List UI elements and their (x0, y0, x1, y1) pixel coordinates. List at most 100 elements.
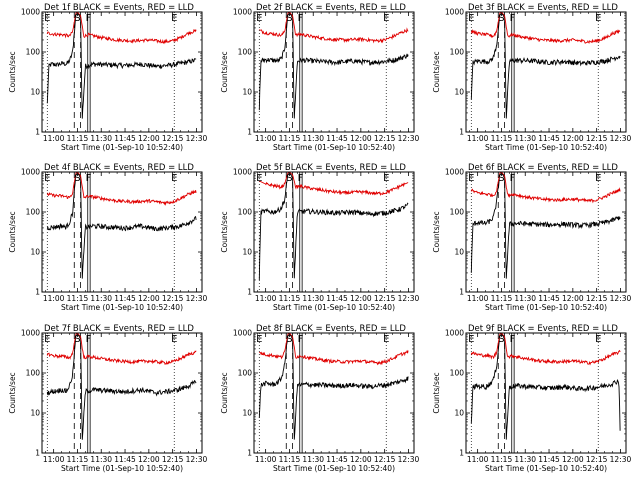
x-tick-label: 12:00 (562, 294, 584, 303)
plot-frame (465, 11, 627, 133)
y-tick-label: 1 (459, 449, 464, 458)
x-tick-label: 11:15 (67, 455, 89, 464)
panel-det-4: Det 4f BLACK = Events, RED = LLD 1 10 100 10… (8, 163, 207, 312)
x-tick-label: 12:15 (374, 455, 396, 464)
y-axis-label: Counts/sec (432, 51, 441, 92)
plot-frame (41, 11, 203, 133)
x-tick-label: 11:30 (302, 455, 324, 464)
y-tick-label: 1 (459, 128, 464, 137)
x-tick-label: 11:45 (538, 134, 560, 143)
events-series-line (46, 333, 197, 440)
x-tick-label: 12:15 (374, 294, 396, 303)
x-tick-label: 12:00 (562, 134, 584, 143)
period-marker-e: E (595, 13, 601, 24)
lld-series-line (259, 172, 409, 197)
x-tick-label: 12:30 (186, 134, 208, 143)
y-tick-label: 1 (247, 128, 252, 137)
plot-area (258, 12, 409, 119)
x-tick-label: 12:30 (186, 455, 208, 464)
y-tick-label: 100 (450, 48, 465, 57)
x-tick-label: 11:00 (43, 294, 65, 303)
x-tick-label: 12:30 (186, 294, 208, 303)
panel-det-6: Det 6f BLACK = Events, RED = LLD 1 10 100 10… (432, 163, 631, 312)
x-tick-label: 11:45 (114, 455, 136, 464)
x-tick-label: 11:00 (467, 134, 489, 143)
lld-series-line (470, 172, 621, 204)
plot-frame (41, 332, 203, 454)
plot-area (46, 172, 197, 279)
period-marker-f: F (86, 173, 92, 184)
panel-det-8: Det 8f BLACK = Events, RED = LLD 1 10 100 10… (220, 324, 419, 473)
y-tick-label: 10 (242, 88, 252, 97)
y-tick-label: 100 (26, 208, 41, 217)
y-tick-label: 10 (454, 88, 464, 97)
x-tick-label: 11:30 (514, 455, 536, 464)
plot-area (470, 172, 621, 279)
period-marker-s: S (286, 173, 292, 184)
panel-det-2: Det 2f BLACK = Events, RED = LLD 1 10 100 10… (220, 3, 419, 152)
period-marker-e: E (256, 334, 262, 345)
period-marker-e: E (383, 334, 389, 345)
x-tick-label: 11:45 (114, 294, 136, 303)
lld-series-line (470, 333, 621, 366)
x-tick-label: 11:30 (90, 134, 112, 143)
panel-title: Det 8f BLACK = Events, RED = LLD (256, 324, 406, 334)
period-marker-f: F (510, 13, 516, 24)
x-tick-label: 11:45 (538, 294, 560, 303)
period-marker-e: E (595, 334, 601, 345)
x-tick-label: 11:30 (514, 134, 536, 143)
plot-frame (253, 332, 415, 454)
x-tick-label: 12:15 (374, 134, 396, 143)
events-series-line (258, 172, 409, 281)
lld-series-line (46, 12, 197, 45)
events-series-line (258, 12, 409, 119)
plot-area (46, 333, 197, 440)
period-marker-e: E (468, 173, 474, 184)
period-marker-e: E (468, 334, 474, 345)
x-tick-label: 11:15 (279, 294, 301, 303)
y-axis-label: Counts/sec (220, 211, 229, 252)
x-axis-label: Start Time (01-Sep-10 10:52:40) (485, 143, 607, 152)
x-axis-label: Start Time (01-Sep-10 10:52:40) (61, 464, 183, 473)
x-tick-label: 11:15 (491, 455, 513, 464)
x-tick-label: 12:30 (610, 134, 632, 143)
y-tick-label: 1000 (233, 168, 252, 177)
x-tick-label: 11:15 (279, 455, 301, 464)
events-series-line (258, 333, 409, 440)
period-marker-e: E (383, 13, 389, 24)
panel-det-3: Det 3f BLACK = Events, RED = LLD 1 10 100 10… (432, 3, 631, 152)
period-marker-f: F (510, 334, 516, 345)
x-axis-label: Start Time (01-Sep-10 10:52:40) (273, 464, 395, 473)
x-tick-label: 12:00 (350, 294, 372, 303)
lld-series-line (259, 333, 409, 366)
plot-area (46, 12, 197, 119)
y-tick-label: 100 (238, 48, 253, 57)
panel-title: Det 7f BLACK = Events, RED = LLD (44, 324, 194, 334)
panel-det-1: Det 1f BLACK = Events, RED = LLD 1 10 100 10… (8, 3, 207, 152)
x-tick-label: 12:00 (350, 134, 372, 143)
y-tick-label: 100 (238, 208, 253, 217)
panel-det-7: Det 7f BLACK = Events, RED = LLD 1 10 100 10… (8, 324, 207, 473)
x-tick-label: 11:30 (90, 455, 112, 464)
x-tick-label: 11:45 (538, 455, 560, 464)
x-axis-label: Start Time (01-Sep-10 10:52:40) (273, 303, 395, 312)
plot-area (470, 333, 621, 440)
plot-area (258, 333, 409, 440)
period-marker-s: S (286, 334, 292, 345)
period-marker-e: E (468, 13, 474, 24)
x-axis-label: Start Time (01-Sep-10 10:52:40) (61, 303, 183, 312)
events-series-line (470, 12, 621, 119)
y-tick-label: 100 (26, 369, 41, 378)
panel-det-5: Det 5f BLACK = Events, RED = LLD 1 10 100 10… (220, 163, 419, 312)
period-marker-e: E (595, 173, 601, 184)
plot-area (258, 172, 409, 281)
period-marker-e: E (171, 173, 177, 184)
y-tick-label: 1 (35, 128, 40, 137)
x-tick-label: 11:15 (279, 134, 301, 143)
x-tick-label: 11:00 (43, 134, 65, 143)
x-axis-label: Start Time (01-Sep-10 10:52:40) (61, 143, 183, 152)
x-tick-label: 11:00 (467, 294, 489, 303)
y-tick-label: 10 (30, 409, 40, 418)
x-tick-label: 11:45 (326, 455, 348, 464)
x-tick-label: 11:45 (326, 134, 348, 143)
